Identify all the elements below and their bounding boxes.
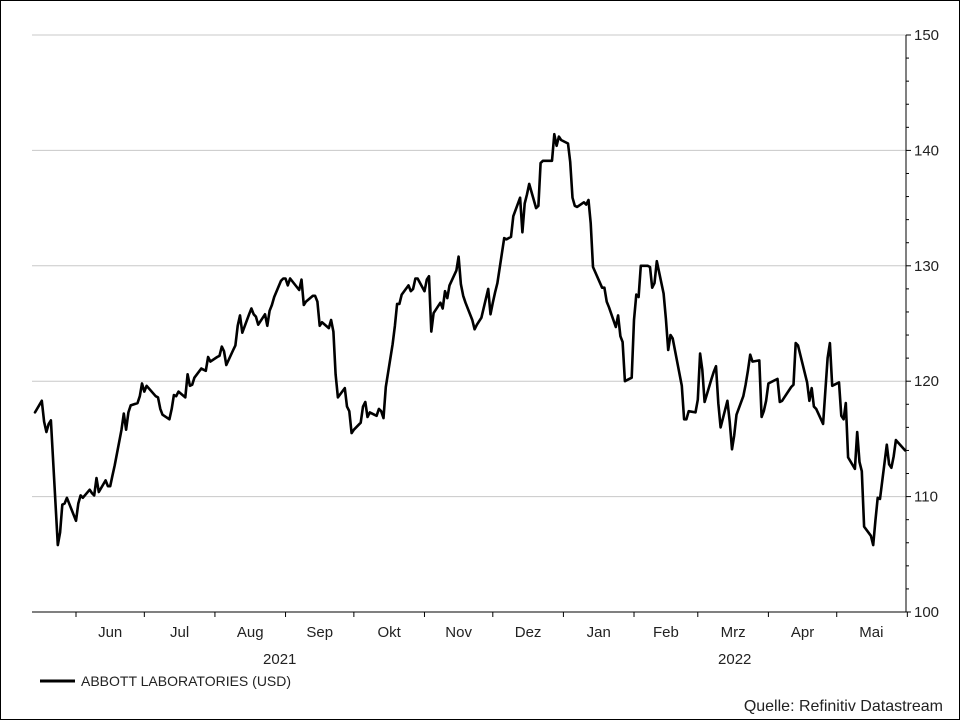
x-month-label: Apr [791,624,814,641]
series-group [33,132,907,547]
x-month-label: Feb [653,624,679,641]
axes [32,35,907,613]
x-month-label: Mai [859,624,883,641]
y-tick-label: 100 [914,604,939,621]
x-month-label: Jan [587,624,611,641]
x-year-label: 2022 [718,651,751,668]
source-note: Quelle: Refinitiv Datastream [744,698,943,715]
x-month-label: Jul [170,624,189,641]
series-line-0 [33,132,907,547]
legend-label: ABBOTT LABORATORIES (USD) [81,673,291,689]
y-tick-label: 150 [914,27,939,44]
gridlines [32,34,906,498]
y-axis-ticks: 100 110 120 130 140 150 [906,27,939,621]
y-tick-label: 140 [914,142,939,159]
x-axis-ticks: Jun Jul Aug Sep Okt Nov Dez Jan Feb Mrz Apr Mai 2021… [75,612,908,668]
x-month-label: Aug [237,624,264,641]
x-month-label: Nov [445,624,472,641]
x-month-label: Mrz [721,624,746,641]
x-month-label: Okt [377,624,401,641]
x-month-label: Sep [306,624,333,641]
y-tick-label: 130 [914,258,939,275]
x-month-label: Jun [98,624,122,641]
y-tick-label: 120 [914,373,939,390]
legend: ABBOTT LABORATORIES (USD) [40,673,291,689]
x-month-label: Dez [515,624,542,641]
x-year-label: 2021 [263,651,296,668]
y-tick-label: 110 [914,489,938,506]
